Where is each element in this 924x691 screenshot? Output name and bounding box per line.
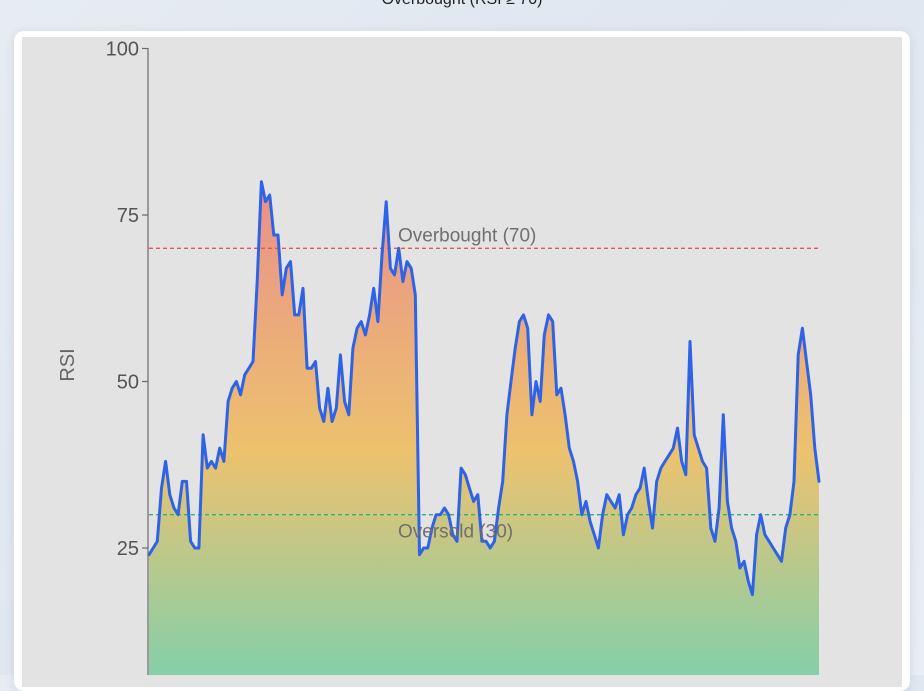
overbought-label: Overbought (70)	[398, 225, 536, 246]
rsi-area-fill	[149, 181, 819, 675]
y-tick-label: 50	[117, 372, 139, 394]
oversold-label: Oversold (30)	[398, 522, 513, 543]
y-tick-label: 25	[117, 538, 139, 560]
y-tick-label: 75	[117, 205, 139, 227]
rsi-chart: Overbought (70) Oversold (30) 25 50 75 100 RSI	[57, 39, 821, 675]
y-tick-label: 100	[106, 39, 139, 61]
rsi-line	[148, 180, 821, 597]
y-axis-title: RSI	[57, 348, 79, 381]
page-title: Overbought (RSI ≥ 70)	[0, 0, 924, 9]
